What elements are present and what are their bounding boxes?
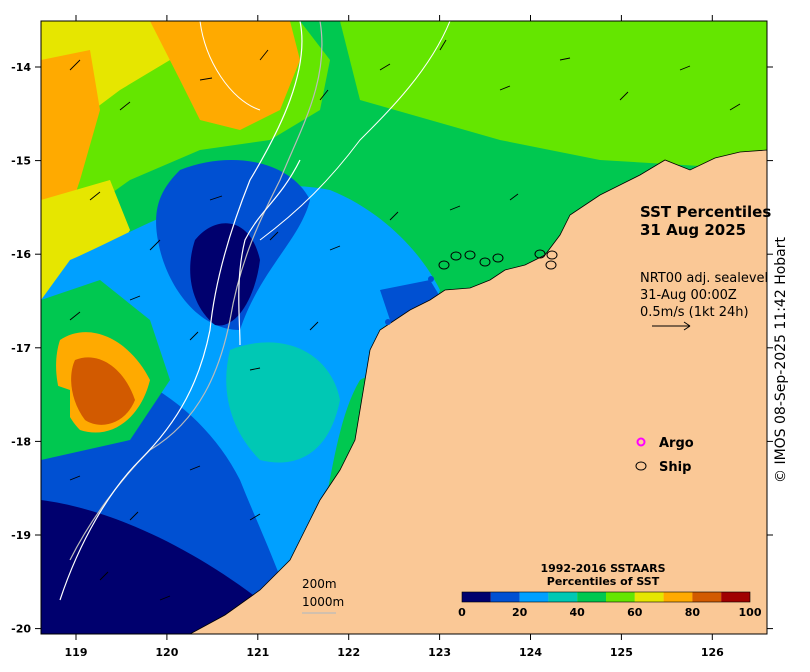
colorbar-swatch — [606, 592, 635, 602]
land-mass — [189, 149, 767, 634]
colorbar-swatch — [490, 592, 520, 602]
latitude-tick-label: -16 — [11, 248, 31, 261]
colorbar-outline — [461, 591, 751, 603]
sst-percentile-field — [41, 21, 767, 634]
colorbar-swatch — [721, 592, 750, 602]
colorbar-tick-label: 60 — [627, 606, 643, 619]
longitude-tick-label: 123 — [428, 646, 451, 659]
currents-info-line3: 0.5m/s (1kt 24h) — [640, 305, 749, 320]
colorbar-tick-label: 80 — [685, 606, 701, 619]
latitude-tick-label: -17 — [11, 342, 31, 355]
colorbar-title-line1: 1992-2016 SSTAARS — [540, 562, 665, 575]
colorbar-title-line2: Percentiles of SST — [547, 575, 660, 588]
longitude-tick-label: 121 — [246, 646, 269, 659]
map-plot-area — [41, 21, 767, 634]
colorbar-swatch — [634, 592, 664, 602]
colorbar-tick-label: 40 — [570, 606, 586, 619]
longitude-tick-label: 125 — [610, 646, 633, 659]
colorbar-swatches — [461, 591, 751, 603]
colorbar: 1992-2016 SSTAARS Percentiles of SST 0 20… — [458, 562, 762, 619]
latitude-tick-label: -19 — [11, 529, 31, 542]
colorbar-tick-label: 100 — [739, 606, 762, 619]
colorbar-swatch — [462, 592, 491, 602]
isobath-contours — [59, 21, 451, 601]
legend-argo-label: Argo — [659, 436, 694, 451]
ship-marker-icon — [635, 461, 647, 471]
colorbar-swatch — [663, 592, 693, 602]
colorbar-swatch — [692, 592, 722, 602]
isobath-label-200: 200m — [302, 577, 337, 591]
latitude-tick-label: -20 — [11, 623, 31, 636]
longitude-tick-label: 120 — [155, 646, 178, 659]
longitude-tick-label: 126 — [701, 646, 724, 659]
legend-ship-label: Ship — [659, 460, 691, 475]
longitude-tick-label: 119 — [65, 646, 88, 659]
colorbar-tick-label: 0 — [458, 606, 466, 619]
colorbar-swatch — [519, 592, 549, 602]
latitude-tick-label: -15 — [11, 155, 31, 168]
longitude-tick-label: 124 — [519, 646, 542, 659]
coastal-dots — [385, 276, 434, 325]
colorbar-tick-label: 20 — [512, 606, 528, 619]
ship-markers — [438, 249, 558, 270]
colorbar-swatch — [577, 592, 606, 602]
isobath-label-1000: 1000m — [302, 595, 344, 609]
latitude-tick-label: -18 — [11, 435, 31, 448]
credit-text: © IMOS 08-Sep-2025 11:42 Hobart — [773, 237, 789, 483]
latitude-ticks: -14 -15 -16 -17 -18 -19 -20 — [11, 61, 773, 636]
map-title-line1: SST Percentiles — [640, 203, 771, 221]
map-legend: Argo Ship — [635, 436, 694, 475]
currents-info-line1: NRT00 adj. sealevel — [640, 271, 768, 286]
current-arrows — [69, 39, 741, 601]
argo-marker-icon — [636, 437, 646, 447]
currents-info-line2: 31-Aug 00:00Z — [640, 288, 737, 303]
longitude-ticks: 119 120 121 122 123 124 125 126 — [65, 15, 724, 659]
longitude-tick-label: 122 — [337, 646, 360, 659]
map-title-line2: 31 Aug 2025 — [640, 221, 746, 239]
map-frame — [40, 20, 768, 635]
colorbar-swatch — [548, 592, 578, 602]
latitude-tick-label: -14 — [11, 61, 31, 74]
colorbar-ticks: 0 20 40 60 80 100 — [458, 606, 762, 619]
scale-arrow-icon — [652, 321, 691, 331]
